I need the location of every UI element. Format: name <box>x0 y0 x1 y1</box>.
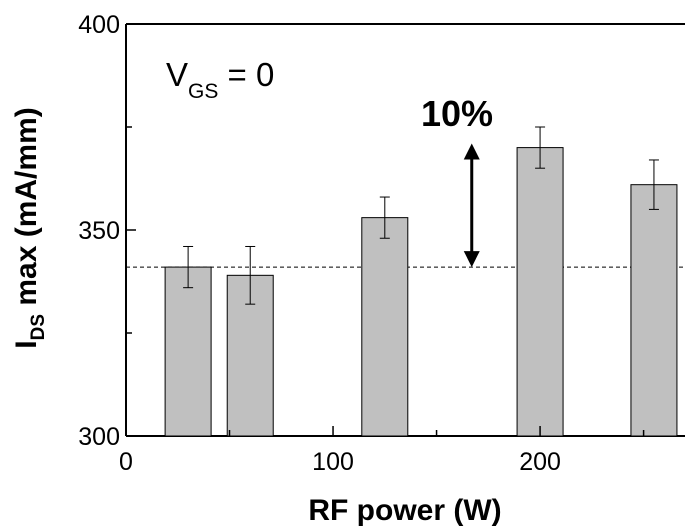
x-tick-label: 0 <box>119 448 133 476</box>
bar <box>630 184 678 436</box>
y-axis-title: IDS max (mA/mm) <box>10 107 49 348</box>
x-ticks: 0 100 200 <box>119 426 645 476</box>
condition-label: VGS = 0 <box>166 56 274 103</box>
condition-label-rest: = 0 <box>218 56 274 93</box>
y-axis-title-main: I <box>10 340 43 348</box>
y-axis-title-rest: max (mA/mm) <box>10 107 43 314</box>
percent-label: 10% <box>421 93 493 134</box>
double-arrow-icon <box>463 143 480 268</box>
x-tick-label: 200 <box>519 448 561 476</box>
condition-label-subscript: GS <box>188 80 218 103</box>
bar <box>361 217 409 436</box>
y-tick-label: 300 <box>78 423 120 451</box>
condition-label-main: V <box>166 56 188 93</box>
y-axis-title-subscript: DS <box>28 314 49 340</box>
y-tick-label: 350 <box>78 217 120 245</box>
arrow-head-down <box>463 251 480 268</box>
bar <box>164 266 212 436</box>
y-tick-label: 400 <box>78 11 120 39</box>
x-axis-title: RF power (W) <box>308 494 501 527</box>
data-marks <box>126 126 685 436</box>
arrow-head-up <box>463 143 480 160</box>
bar <box>516 147 564 436</box>
y-ticks: 300 350 400 <box>78 11 136 451</box>
x-tick-label: 100 <box>312 448 354 476</box>
